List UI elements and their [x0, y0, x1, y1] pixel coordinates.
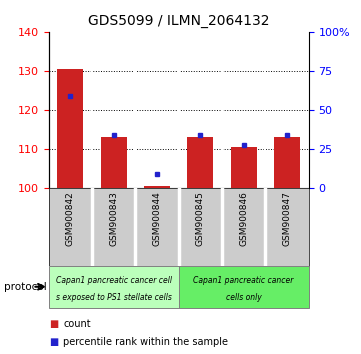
Bar: [179, 266, 309, 308]
Bar: [231, 147, 257, 188]
Text: GSM900844: GSM900844: [153, 192, 161, 246]
Text: GSM900845: GSM900845: [196, 192, 205, 246]
Text: Capan1 pancreatic cancer cell: Capan1 pancreatic cancer cell: [56, 276, 172, 285]
Bar: [101, 137, 127, 188]
Text: s exposed to PS1 stellate cells: s exposed to PS1 stellate cells: [56, 293, 171, 302]
Bar: [187, 137, 213, 188]
Text: cells only: cells only: [226, 293, 262, 302]
Text: Capan1 pancreatic cancer: Capan1 pancreatic cancer: [193, 276, 294, 285]
Text: GSM900847: GSM900847: [283, 192, 291, 246]
Text: GSM900843: GSM900843: [109, 192, 118, 246]
Text: GSM900842: GSM900842: [66, 192, 75, 246]
Text: GSM900846: GSM900846: [239, 192, 248, 246]
Bar: [144, 187, 170, 188]
Text: count: count: [63, 319, 91, 329]
Bar: [274, 137, 300, 188]
Bar: [49, 266, 179, 308]
Bar: [57, 69, 83, 188]
Title: GDS5099 / ILMN_2064132: GDS5099 / ILMN_2064132: [88, 14, 269, 28]
Text: ■: ■: [49, 337, 58, 347]
Text: ■: ■: [49, 319, 58, 329]
Text: percentile rank within the sample: percentile rank within the sample: [63, 337, 228, 347]
Text: protocol: protocol: [4, 282, 46, 292]
